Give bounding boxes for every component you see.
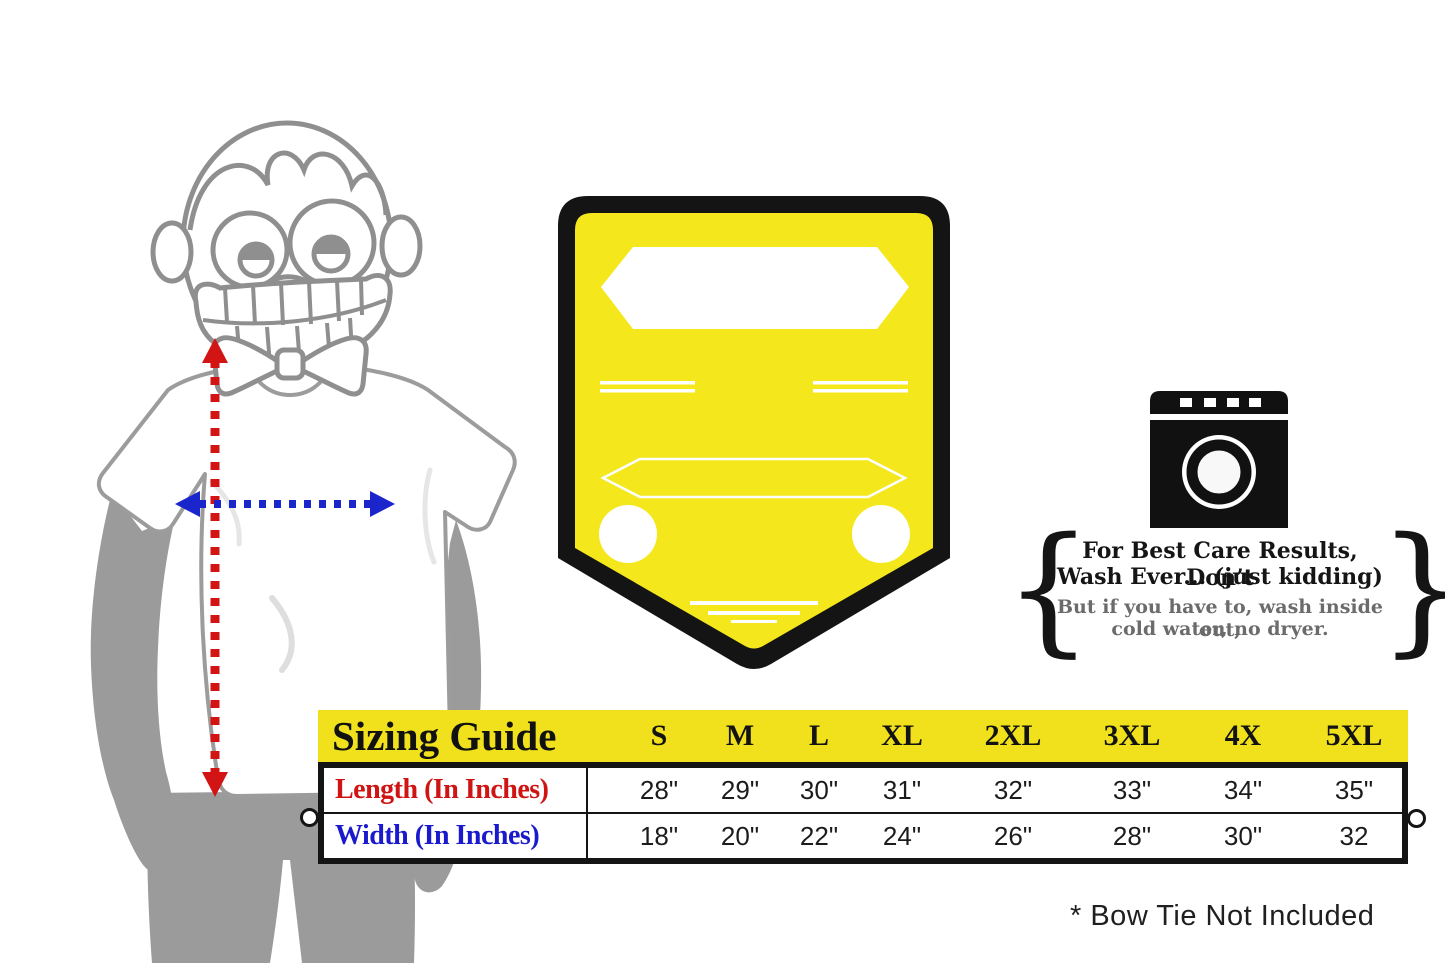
length-value: 35" <box>1334 775 1374 805</box>
blend-seal <box>852 505 910 563</box>
column-header-s: S <box>650 719 668 752</box>
column-header-2xl: 2XL <box>984 719 1042 752</box>
care-note-line2: cold water, no dryer. <box>1111 618 1329 640</box>
width-value: 24" <box>882 821 922 851</box>
left-ear <box>150 220 194 284</box>
width-value: 32 <box>1339 821 1369 851</box>
length-value: 34" <box>1223 775 1263 805</box>
cartoon-figure <box>90 120 517 963</box>
left-eyelid <box>240 244 272 260</box>
row-divider <box>318 812 1408 814</box>
left-edge-circle <box>300 808 319 827</box>
figure-head <box>150 120 423 366</box>
made-of-lines <box>600 381 908 393</box>
teeth-midline <box>202 298 387 326</box>
column-header-4x: 4X <box>1224 719 1262 752</box>
width-value: 26" <box>993 821 1033 851</box>
table-row-width: Width (In Inches) 18" 20" 22" 24" 26" 28… <box>318 814 1408 858</box>
shirt-crease <box>209 479 242 547</box>
right-edge-circle <box>1407 809 1426 828</box>
sizing-table-body: Length (In Inches) 28" 29" 30" 31" 32" 3… <box>318 762 1408 864</box>
bow-tie-footnote: * Bow Tie Not Included <box>1070 900 1375 932</box>
column-header-3xl: 3XL <box>1103 719 1161 752</box>
column-header-m: M <box>725 719 755 752</box>
column-header-xl: XL <box>881 719 923 752</box>
shirt-crease <box>422 467 437 565</box>
care-headline-line1: For Best Care Results, Don’t <box>1082 538 1358 591</box>
shirt-crease <box>269 595 295 673</box>
right-eyelid <box>314 237 348 254</box>
sizing-table-header: Sizing Guide S M L XL 2XL 3XL 4X 5XL <box>318 710 1408 762</box>
length-value: 32" <box>993 775 1033 805</box>
figure-left-arm <box>90 492 175 873</box>
badge-title-banner <box>601 247 909 329</box>
width-value: 18" <box>639 821 679 851</box>
width-value: 30" <box>1223 821 1263 851</box>
sizing-table-title: Sizing Guide <box>332 713 557 759</box>
bow-tie <box>211 335 369 397</box>
right-brace: } <box>1378 520 1445 660</box>
care-note-line1: But if you have to, wash inside out, <box>1056 596 1384 641</box>
length-value: 33" <box>1112 775 1152 805</box>
weight-seal <box>599 505 657 563</box>
length-value: 28" <box>639 775 679 805</box>
washing-machine-icon <box>1150 391 1288 528</box>
label-column-divider <box>586 768 588 858</box>
column-header-5xl: 5XL <box>1325 719 1383 752</box>
width-value: 20" <box>720 821 760 851</box>
length-value: 31" <box>882 775 922 805</box>
width-value: 22" <box>799 821 839 851</box>
column-header-l: L <box>808 719 830 752</box>
fit-banner-outline <box>600 457 908 499</box>
width-arrow <box>175 491 395 517</box>
care-headline-line2: Wash Ever... (just kidding) <box>1057 564 1383 590</box>
length-row-label: Length (In Inches) <box>335 774 549 805</box>
width-row-label: Width (In Inches) <box>335 820 540 851</box>
length-value: 29" <box>720 775 760 805</box>
badge-bottom-lines <box>690 601 818 623</box>
right-ear <box>379 214 423 278</box>
length-arrow <box>202 338 228 797</box>
width-value: 28" <box>1112 821 1152 851</box>
table-row-length: Length (In Inches) 28" 29" 30" 31" 32" 3… <box>318 768 1408 812</box>
sizing-table: Sizing Guide S M L XL 2XL 3XL 4X 5XL Len… <box>318 710 1408 864</box>
hair-fringe <box>187 150 389 231</box>
badge-shape <box>558 196 950 669</box>
length-value: 30" <box>799 775 839 805</box>
